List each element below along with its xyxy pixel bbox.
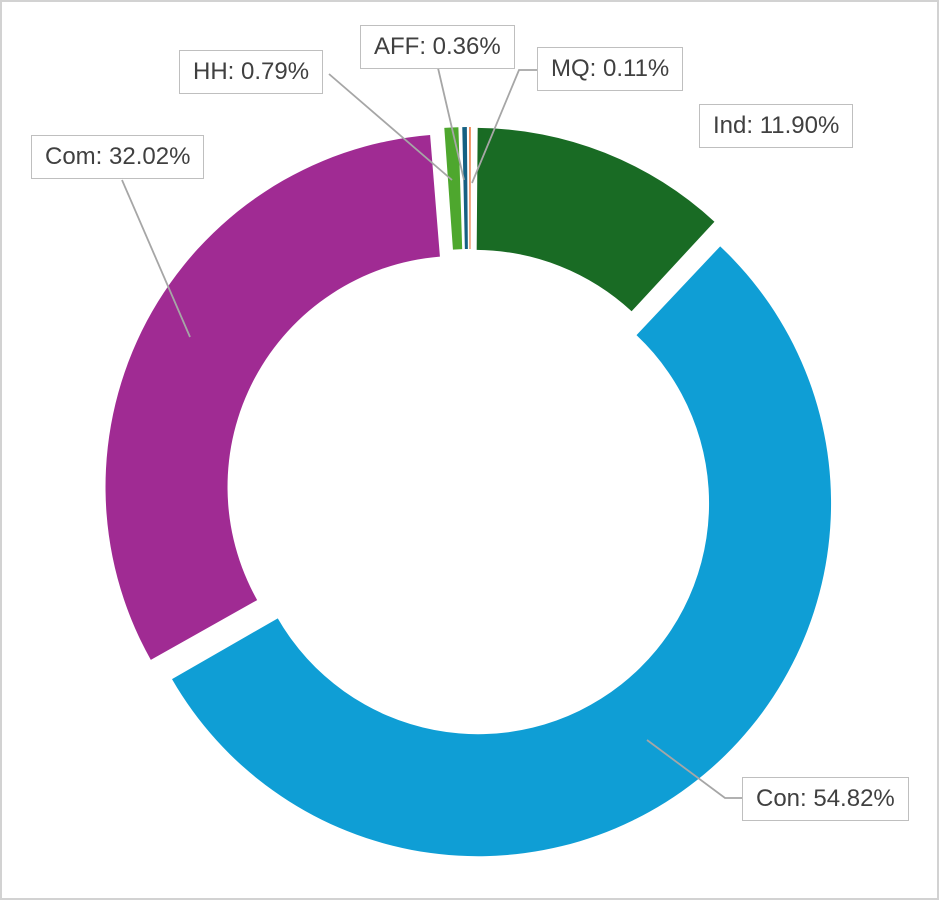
slice-com [105,135,440,660]
slice-con [172,246,832,857]
leader-line-hh [328,73,453,181]
leader-line-com [121,179,191,338]
data-label-mq: MQ: 0.11% [537,47,684,91]
leader-line-aff [437,67,465,181]
slice-aff [462,127,468,250]
data-label-com: Com: 32.02% [31,135,205,179]
slice-ind [476,127,715,312]
slice-hh [444,127,463,250]
data-label-con: Con: 54.82% [742,777,909,821]
slice-mq [469,126,471,249]
data-label-hh: HH: 0.79% [179,50,324,94]
leader-line-con [646,739,742,799]
leader-line-mq [471,69,537,184]
data-label-ind: Ind: 11.90% [699,104,854,148]
data-label-aff: AFF: 0.36% [360,25,515,69]
